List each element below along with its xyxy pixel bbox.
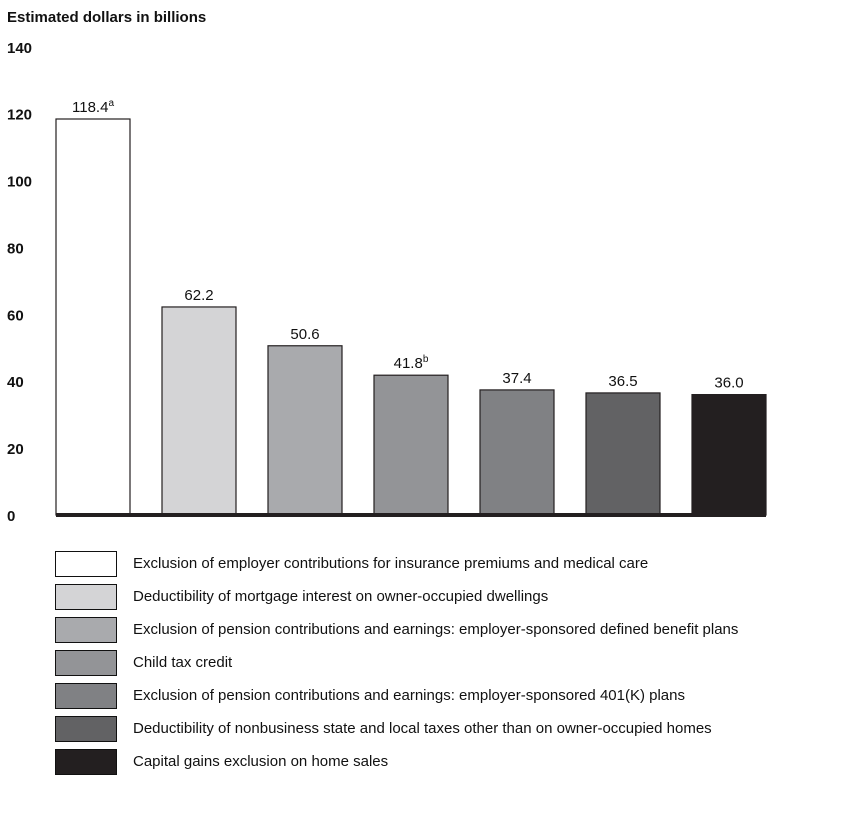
y-tick-label: 20	[7, 441, 24, 458]
legend-label: Deductibility of nonbusiness state and l…	[133, 720, 712, 737]
data-label-value: 36.0	[714, 375, 743, 392]
legend: Exclusion of employer contributions for …	[55, 547, 738, 778]
legend-swatch	[55, 649, 117, 676]
y-tick-label: 140	[7, 40, 32, 57]
bar	[373, 374, 449, 516]
legend-item: Child tax credit	[55, 646, 738, 679]
legend-item: Deductibility of mortgage interest on ow…	[55, 580, 738, 613]
y-tick-label: 100	[7, 174, 32, 191]
data-label: 36.0	[714, 375, 743, 392]
legend-label: Child tax credit	[133, 654, 233, 671]
legend-label: Capital gains exclusion on home sales	[133, 753, 389, 770]
data-label-value: 36.5	[608, 373, 637, 390]
legend-label: Exclusion of pension contributions and e…	[133, 687, 685, 704]
bar	[267, 345, 343, 516]
legend-item: Capital gains exclusion on home sales	[55, 745, 738, 778]
y-tick-label: 120	[7, 107, 32, 124]
data-label-value: 41.8	[394, 355, 423, 372]
legend-swatch	[55, 583, 117, 610]
y-tick-label: 80	[7, 240, 24, 257]
legend-item: Deductibility of nonbusiness state and l…	[55, 712, 738, 745]
data-label-value: 118.4	[72, 99, 108, 116]
y-tick-label: 0	[7, 508, 15, 525]
legend-label: Exclusion of pension contributions and e…	[133, 621, 739, 638]
bar	[691, 393, 767, 516]
data-label: 50.6	[290, 326, 319, 343]
bars	[55, 118, 767, 516]
data-label: 36.5	[608, 373, 637, 390]
y-axis-label: Estimated dollars in billions	[7, 9, 206, 26]
data-label-value: 50.6	[290, 326, 319, 343]
legend-label: Deductibility of mortgage interest on ow…	[133, 588, 549, 605]
data-label: 62.2	[184, 287, 213, 304]
data-label-footnote: a	[108, 98, 114, 109]
bar	[55, 118, 131, 516]
data-label: 118.4a	[72, 98, 114, 116]
y-tick-label: 60	[7, 307, 24, 324]
legend-swatch	[55, 715, 117, 742]
legend-item: Exclusion of pension contributions and e…	[55, 613, 738, 646]
bar	[479, 389, 555, 516]
legend-swatch	[55, 682, 117, 709]
legend-swatch	[55, 616, 117, 643]
legend-item: Exclusion of pension contributions and e…	[55, 679, 738, 712]
data-label: 41.8b	[394, 354, 429, 372]
data-label: 37.4	[502, 370, 531, 387]
data-label-value: 37.4	[502, 370, 531, 387]
bar-chart: Estimated dollars in billions 0 20 40 60 80 1…	[7, 9, 767, 525]
legend-swatch	[55, 748, 117, 775]
legend-label: Exclusion of employer contributions for …	[133, 555, 649, 572]
legend-swatch	[55, 550, 117, 577]
data-labels: 118.4a 62.2 50.6 41.8b 37.4 36.5 36.0	[72, 98, 744, 392]
y-axis-ticks: 0 20 40 60 80 100 120 140	[7, 40, 32, 525]
bar	[585, 392, 661, 516]
data-label-footnote: b	[423, 354, 429, 365]
legend-item: Exclusion of employer contributions for …	[55, 547, 738, 580]
y-tick-label: 40	[7, 374, 24, 391]
bar	[161, 306, 237, 516]
data-label-value: 62.2	[184, 287, 213, 304]
